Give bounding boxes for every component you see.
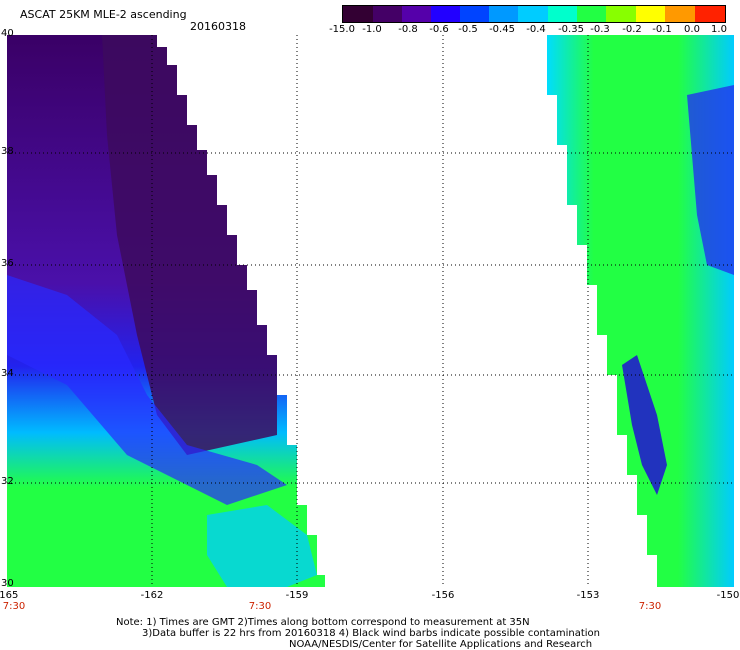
colorbar-tick-label: -0.1 (652, 24, 672, 35)
colorbar-tick-label: -0.35 (558, 24, 584, 35)
x-tick-label: -156 (431, 590, 455, 601)
colorbar-tick-label: -0.45 (489, 24, 515, 35)
swath-right (547, 35, 734, 587)
colorbar-tick-label: -0.4 (526, 24, 546, 35)
footnote-line-2: 3)Data buffer is 22 hrs from 20160318 4)… (142, 628, 600, 639)
x-tick-label: -165 (0, 590, 19, 601)
colorbar-segment (343, 6, 373, 22)
colorbar-tick-label: 0.0 (684, 24, 700, 35)
time-label: 7:30 (248, 601, 272, 612)
colorbar-segment (460, 6, 489, 22)
colorbar-tick-label: -0.3 (590, 24, 610, 35)
colorbar-tick-label: -0.2 (622, 24, 642, 35)
colorbar-segment (548, 6, 577, 22)
map-grid (7, 35, 734, 587)
swath-right-blue-band (687, 85, 734, 275)
colorbar-segment (577, 6, 606, 22)
colorbar-tick-label: -0.6 (429, 24, 449, 35)
swath-left-dark-band (102, 35, 277, 455)
x-tick-label: -159 (285, 590, 309, 601)
colorbar-tick-label: -0.5 (458, 24, 478, 35)
colorbar-tick-label: -15.0 (329, 24, 355, 35)
swath-left-blue-patch (7, 275, 287, 505)
footnote-line-1: Note: 1) Times are GMT 2)Times along bot… (116, 617, 530, 628)
plot-date: 20160318 (190, 20, 246, 33)
colorbar-tick-label: 1.0 (711, 24, 727, 35)
colorbar-segment (489, 6, 518, 22)
colorbar-segment (518, 6, 548, 22)
credit-line: NOAA/NESDIS/Center for Satellite Applica… (289, 639, 593, 650)
y-tick-label: 36 (1, 258, 14, 269)
x-tick-label: -150 (716, 590, 740, 601)
x-tick-label: -153 (576, 590, 600, 601)
swath-left-cyan-patch (207, 505, 317, 587)
colorbar-segment (695, 6, 725, 22)
colorbar (342, 5, 726, 23)
colorbar-segment (402, 6, 431, 22)
colorbar-segment (665, 6, 695, 22)
time-label: 7:30 (638, 601, 662, 612)
scatterometer-map (7, 35, 734, 587)
colorbar-segment (373, 6, 402, 22)
colorbar-ticks: -15.0 -1.0 -0.8 -0.6 -0.5 -0.45 -0.4 -0.… (329, 24, 727, 38)
colorbar-tick-label: -1.0 (362, 24, 382, 35)
time-label: 7:30 (2, 601, 26, 612)
y-tick-label: 30 (1, 578, 14, 589)
y-tick-label: 40 (1, 28, 14, 39)
colorbar-tick-label: -0.8 (398, 24, 418, 35)
y-tick-label: 38 (1, 146, 14, 157)
y-tick-label: 34 (1, 368, 14, 379)
swath-right-blue-streak (622, 355, 667, 495)
colorbar-segment (606, 6, 636, 22)
colorbar-segment (636, 6, 665, 22)
plot-title: ASCAT 25KM MLE-2 ascending (20, 8, 187, 21)
colorbar-segment (431, 6, 460, 22)
x-tick-label: -162 (140, 590, 164, 601)
y-tick-label: 32 (1, 476, 14, 487)
